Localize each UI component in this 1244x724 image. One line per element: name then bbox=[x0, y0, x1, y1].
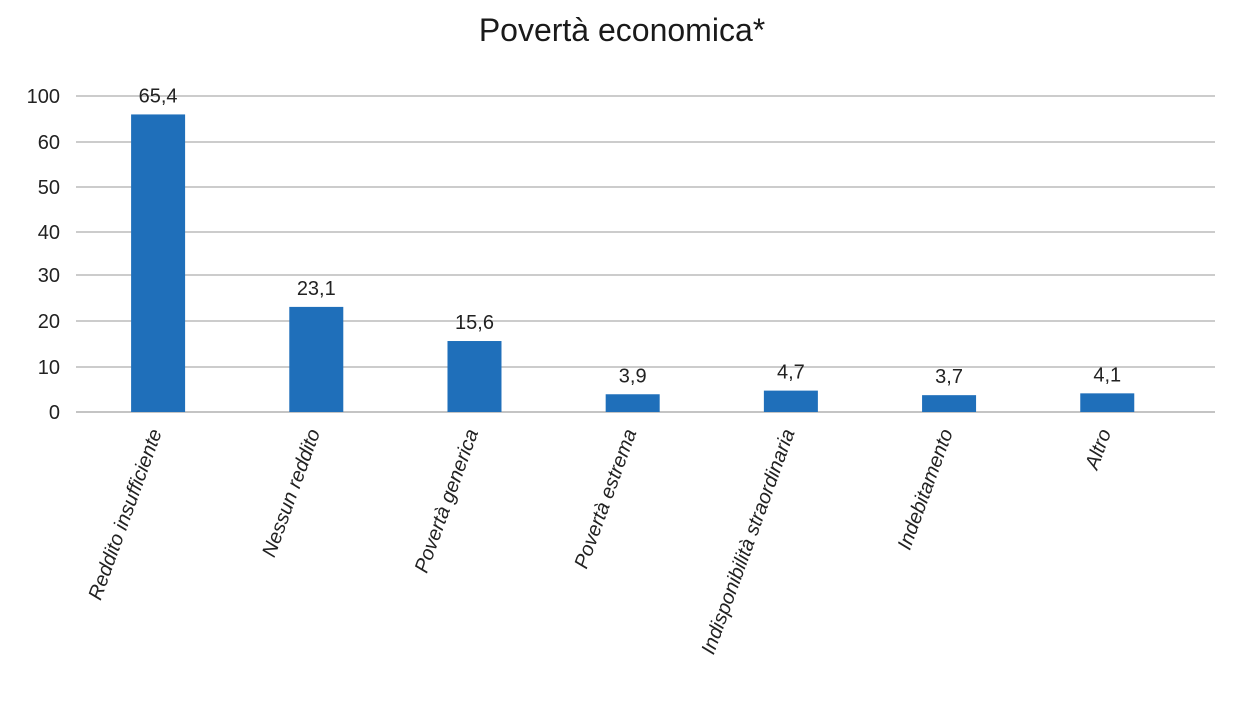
y-tick-label: 10 bbox=[38, 357, 60, 379]
y-tick-label: 100 bbox=[27, 86, 60, 108]
y-tick-label: 20 bbox=[38, 311, 60, 333]
bar bbox=[289, 306, 344, 412]
y-tick-label: 30 bbox=[38, 265, 60, 287]
bar bbox=[922, 395, 977, 412]
data-label: 3,7 bbox=[935, 366, 963, 388]
bar bbox=[1080, 393, 1135, 412]
bar bbox=[447, 341, 502, 412]
bar bbox=[131, 114, 186, 413]
data-label: 23,1 bbox=[297, 278, 336, 300]
x-tick-label: Povertà estrema bbox=[571, 426, 642, 571]
data-label: 4,1 bbox=[1093, 364, 1121, 386]
bar bbox=[605, 394, 660, 412]
data-label: 65,4 bbox=[139, 85, 178, 107]
data-label: 4,7 bbox=[777, 362, 805, 384]
x-tick-label: Reddito insufficiente bbox=[85, 426, 167, 603]
x-tick-label: Povertà generica bbox=[411, 426, 483, 576]
data-label: 15,6 bbox=[455, 312, 494, 334]
y-tick-label: 60 bbox=[38, 132, 60, 154]
data-label: 3,9 bbox=[619, 365, 647, 387]
y-tick-label: 50 bbox=[38, 177, 60, 199]
y-tick-label: 0 bbox=[49, 402, 60, 424]
x-tick-label: Nessun reddito bbox=[258, 426, 325, 560]
x-tick-label: Altro bbox=[1081, 426, 1116, 473]
x-tick-label: Indisponibilità straordinaria bbox=[698, 426, 800, 657]
chart-title: Povertà economica* bbox=[478, 12, 766, 48]
y-tick-label: 40 bbox=[38, 222, 60, 244]
x-tick-label: Indebitamento bbox=[894, 426, 958, 553]
bar bbox=[763, 390, 818, 412]
